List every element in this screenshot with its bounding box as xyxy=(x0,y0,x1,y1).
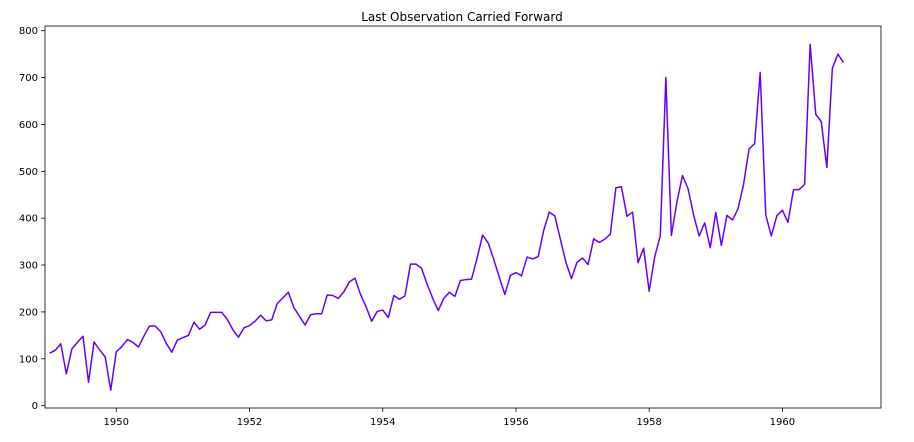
y-tick-label: 500 xyxy=(19,167,38,178)
axes: 0 100 200 300 400 500 600 700 800 1950 1952 1954 195… xyxy=(19,26,795,428)
chart-title: Last Observation Carried Forward xyxy=(361,10,563,24)
x-tick-label: 1950 xyxy=(104,417,129,428)
x-tick-label: 1956 xyxy=(503,417,528,428)
series-line xyxy=(49,43,845,391)
y-tick-label: 200 xyxy=(19,307,38,318)
series-layer xyxy=(49,43,845,391)
x-tick-label: 1952 xyxy=(237,417,262,428)
y-tick-label: 300 xyxy=(19,261,38,272)
y-tick-label: 100 xyxy=(19,354,38,365)
x-tick-label: 1958 xyxy=(636,417,661,428)
x-tick-label: 1960 xyxy=(770,417,795,428)
y-tick-label: 800 xyxy=(19,26,38,37)
y-tick-label: 700 xyxy=(19,73,38,84)
y-tick-label: 600 xyxy=(19,120,38,131)
plot-frame xyxy=(44,25,882,409)
y-tick-label: 400 xyxy=(19,214,38,225)
x-tick-label: 1954 xyxy=(370,417,395,428)
y-tick-label: 0 xyxy=(32,401,38,412)
